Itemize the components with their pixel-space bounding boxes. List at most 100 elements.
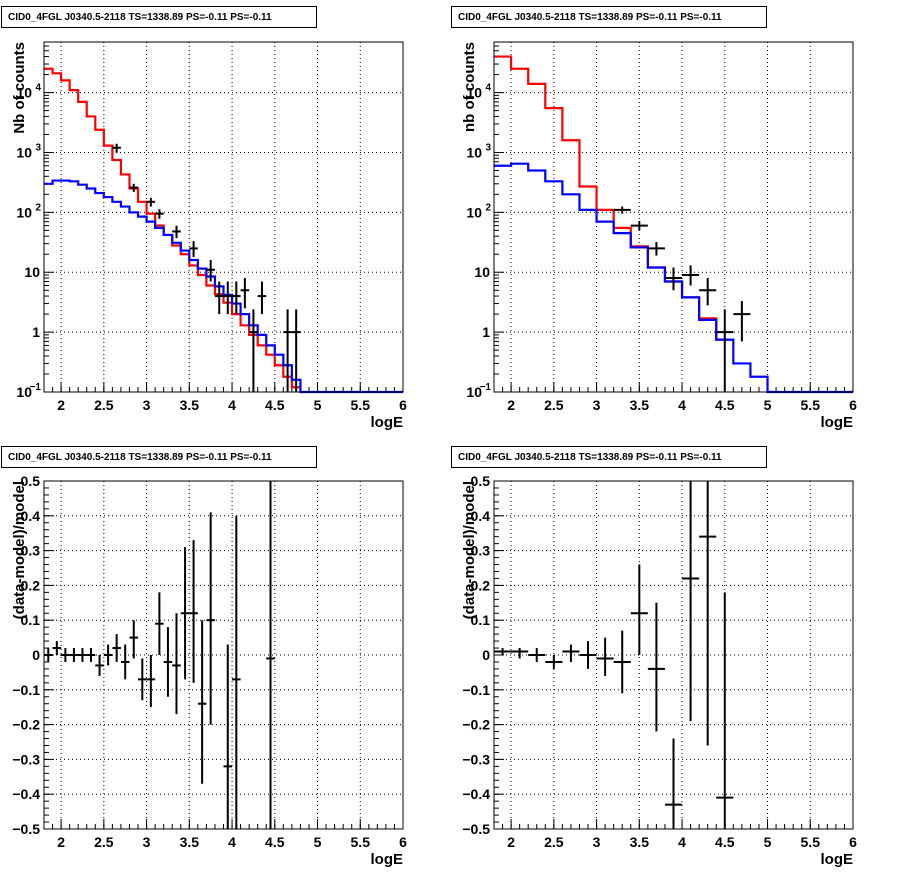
x-tick-label: 3.5 [630, 834, 650, 850]
x-tick-label: 4 [678, 397, 686, 413]
data-point [630, 564, 648, 655]
x-axis-title: logE [821, 851, 854, 868]
x-tick-label: 5 [314, 834, 322, 850]
y-tick-label-exponent: −1 [480, 382, 492, 393]
data-point [223, 644, 233, 829]
x-tick-label: 3 [593, 397, 601, 413]
data-point [249, 309, 258, 392]
x-tick-label: 2.5 [94, 834, 114, 850]
x-tick-label: 5.5 [801, 397, 821, 413]
y-tick-label: 10 [16, 144, 32, 160]
data-point [52, 641, 62, 655]
y-tick-label: 10 [16, 85, 32, 101]
x-tick-label: 5 [764, 834, 772, 850]
data-point [511, 648, 529, 659]
y-tick-label: 0.2 [471, 577, 491, 593]
y-tick-label: 10 [466, 144, 482, 160]
y-tick-label: 1 [482, 324, 490, 340]
y-tick-label: 10 [466, 85, 482, 101]
y-tick-label: 0.2 [21, 577, 41, 593]
panel-title-top-right: CID0_4FGL J0340.5-2118 TS=1338.89 PS=-0.… [451, 6, 767, 28]
data-point [528, 648, 546, 662]
data-point [664, 267, 683, 291]
data-point [112, 634, 121, 662]
data-point [699, 278, 717, 306]
x-tick-label: 4 [678, 834, 686, 850]
panel-title-top-left: CID0_4FGL J0340.5-2118 TS=1338.89 PS=-0.… [1, 6, 317, 28]
data-point [579, 641, 597, 669]
y-tick-label: 10 [16, 384, 32, 400]
data-point [257, 281, 267, 315]
x-tick-label: 2 [507, 834, 515, 850]
y-axis-title: nb of counts [461, 42, 478, 132]
y-tick-label: 1 [32, 324, 40, 340]
y-tick-label-exponent: 4 [485, 83, 491, 94]
y-axis-title: (data-model)/model [11, 481, 28, 619]
x-tick-label: 5 [764, 397, 772, 413]
data-point [716, 309, 734, 392]
x-tick-label: 6 [849, 834, 857, 850]
data-point [146, 655, 156, 708]
data-point [129, 620, 139, 659]
x-tick-label: 2.5 [544, 834, 564, 850]
y-tick-label: 0.5 [471, 473, 491, 489]
y-tick-label: 0 [32, 647, 40, 663]
x-tick-label: 2.5 [544, 397, 564, 413]
plot-frame [493, 41, 854, 393]
histogram-total-model [44, 67, 301, 389]
x-axis-title: logE [821, 414, 854, 431]
data-point [146, 197, 156, 207]
x-tick-label: 3.5 [180, 834, 200, 850]
y-tick-label: 0.1 [21, 612, 41, 628]
data-point [172, 613, 181, 715]
y-tick-label: 0.3 [21, 543, 41, 559]
data-point [189, 241, 198, 257]
data-point [189, 540, 198, 683]
y-tick-label-exponent: 3 [35, 142, 41, 153]
data-point [699, 481, 717, 746]
y-tick-label-exponent: 2 [35, 202, 41, 213]
panel-title-bottom-left: CID0_4FGL J0340.5-2118 TS=1338.89 PS=-0.… [1, 446, 317, 468]
y-tick-label: 10 [466, 204, 482, 220]
data-point [172, 225, 181, 239]
y-tick-label: −0.2 [12, 717, 40, 733]
y-tick-label: −0.5 [462, 821, 490, 837]
y-tick-label: 10 [474, 264, 490, 280]
data-point [664, 738, 683, 829]
y-axis-title: (data-model)/model [461, 481, 478, 619]
y-tick-label: −0.1 [462, 682, 490, 698]
data-point [494, 648, 512, 655]
data-point [206, 260, 215, 282]
y-tick-label: −0.2 [462, 717, 490, 733]
x-tick-label: 2 [57, 834, 65, 850]
data-point [138, 658, 147, 701]
x-tick-label: 6 [399, 397, 407, 413]
data-point [240, 278, 250, 309]
data-point [682, 265, 700, 286]
x-tick-label: 3 [143, 834, 151, 850]
data-point [232, 281, 241, 315]
data-point [223, 281, 233, 315]
x-axis-title: logE [371, 851, 404, 868]
data-point [562, 644, 580, 662]
data-point [283, 309, 292, 392]
y-tick-label-exponent: −1 [30, 382, 42, 393]
y-tick-label: −0.3 [12, 751, 40, 767]
y-tick-label: −0.3 [462, 751, 490, 767]
data-point [86, 648, 96, 662]
x-tick-label: 2.5 [94, 397, 114, 413]
y-tick-label-exponent: 3 [485, 142, 491, 153]
x-tick-label: 3.5 [180, 397, 200, 413]
y-tick-label: 10 [24, 264, 40, 280]
data-point [120, 644, 130, 680]
y-tick-label: −0.1 [12, 682, 40, 698]
y-tick-label: −0.4 [12, 786, 40, 802]
x-tick-label: 5.5 [351, 397, 371, 413]
histogram-component-model [44, 179, 403, 394]
data-point [69, 648, 79, 662]
x-tick-label: 6 [849, 397, 857, 413]
x-tick-label: 4 [228, 834, 236, 850]
data-point [155, 209, 164, 219]
